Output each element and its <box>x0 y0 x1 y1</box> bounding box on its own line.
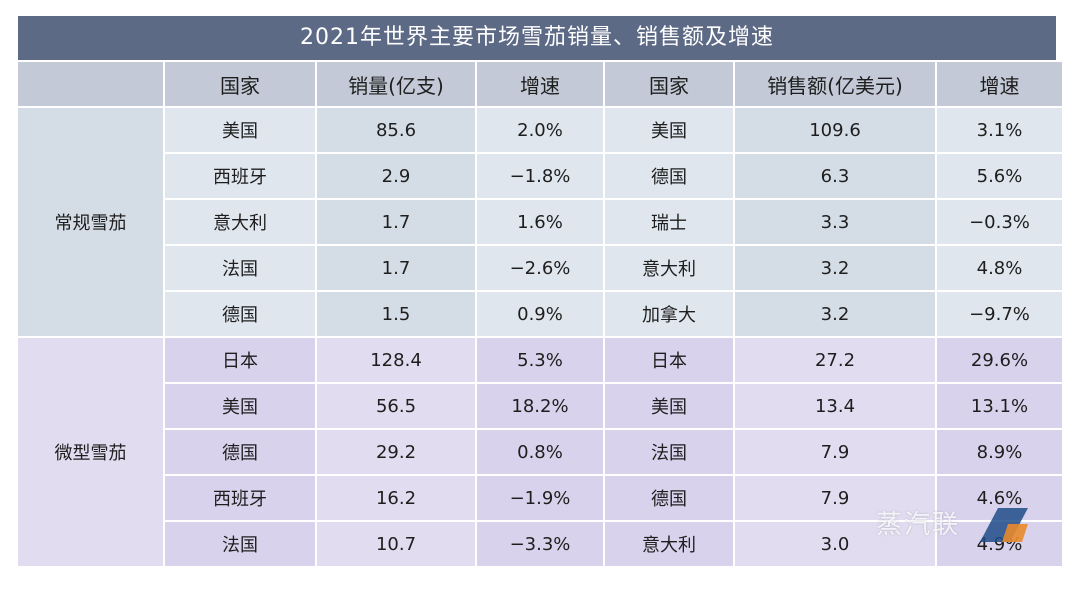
sales-cell: 7.9 <box>735 476 935 520</box>
volume-cell: 16.2 <box>317 476 475 520</box>
sales-growth-cell: 3.1% <box>937 108 1062 152</box>
header-cell-sales: 销售额(亿美元) <box>735 62 935 106</box>
table-row: 法国 1.7 −2.6% 意大利 3.2 4.8% <box>18 246 1062 290</box>
volume-cell: 1.7 <box>317 200 475 244</box>
country-sales-cell: 美国 <box>605 108 733 152</box>
sales-growth-cell: −0.3% <box>937 200 1062 244</box>
logo-mark-icon <box>980 508 1028 542</box>
header-cell-volume-growth: 增速 <box>477 62 603 106</box>
volume-growth-cell: −1.8% <box>477 154 603 198</box>
table-row: 美国 56.5 18.2% 美国 13.4 13.1% <box>18 384 1062 428</box>
country-volume-cell: 日本 <box>165 338 315 382</box>
volume-growth-cell: −1.9% <box>477 476 603 520</box>
volume-growth-cell: 0.8% <box>477 430 603 474</box>
sales-growth-cell: −9.7% <box>937 292 1062 336</box>
table-row: 微型雪茄 日本 128.4 5.3% 日本 27.2 29.6% <box>18 338 1062 566</box>
sales-cell: 109.6 <box>735 108 935 152</box>
sales-growth-cell: 4.8% <box>937 246 1062 290</box>
table-title: 2021年世界主要市场雪茄销量、销售额及增速 <box>18 16 1056 60</box>
country-sales-cell: 日本 <box>605 338 733 382</box>
volume-cell: 1.5 <box>317 292 475 336</box>
volume-cell: 85.6 <box>317 108 475 152</box>
table-row: 法国 10.7 −3.3% 意大利 3.0 4.9% <box>18 522 1062 566</box>
sales-growth-cell: 4.6% <box>937 476 1062 520</box>
country-sales-cell: 美国 <box>605 384 733 428</box>
header-row: 国家 销量(亿支) 增速 国家 销售额(亿美元) 增速 <box>18 62 1062 106</box>
volume-cell: 29.2 <box>317 430 475 474</box>
table-row: 意大利 1.7 1.6% 瑞士 3.3 −0.3% <box>18 200 1062 244</box>
watermark-text: 蒸汽联 <box>876 510 961 540</box>
volume-cell: 2.9 <box>317 154 475 198</box>
header-cell-country-sales: 国家 <box>605 62 733 106</box>
table-row: 西班牙 2.9 −1.8% 德国 6.3 5.6% <box>18 154 1062 198</box>
sales-cell: 3.3 <box>735 200 935 244</box>
country-volume-cell: 德国 <box>165 292 315 336</box>
group-label: 微型雪茄 <box>18 338 163 566</box>
volume-growth-cell: −3.3% <box>477 522 603 566</box>
volume-cell: 10.7 <box>317 522 475 566</box>
group-label: 常规雪茄 <box>18 108 163 336</box>
table-row: 德国 29.2 0.8% 法国 7.9 8.9% <box>18 430 1062 474</box>
country-volume-cell: 西班牙 <box>165 154 315 198</box>
volume-cell: 56.5 <box>317 384 475 428</box>
header-cell-blank <box>18 62 163 106</box>
table-row: 西班牙 16.2 −1.9% 德国 7.9 4.6% <box>18 476 1062 520</box>
sales-growth-cell: 8.9% <box>937 430 1062 474</box>
sales-cell: 6.3 <box>735 154 935 198</box>
volume-growth-cell: 5.3% <box>477 338 603 382</box>
country-sales-cell: 加拿大 <box>605 292 733 336</box>
sales-cell: 3.2 <box>735 246 935 290</box>
data-table: 国家 销量(亿支) 增速 国家 销售额(亿美元) 增速 常规雪茄 美国 85.6 2.… <box>16 60 1064 568</box>
country-volume-cell: 德国 <box>165 430 315 474</box>
sales-cell: 27.2 <box>735 338 935 382</box>
country-volume-cell: 法国 <box>165 522 315 566</box>
table-container: 2021年世界主要市场雪茄销量、销售额及增速 国家 销量(亿支) 增速 国家 销… <box>18 16 1062 568</box>
volume-growth-cell: 2.0% <box>477 108 603 152</box>
watermark: 蒸汽联 <box>876 494 1036 554</box>
country-sales-cell: 德国 <box>605 476 733 520</box>
sales-cell: 3.0 <box>735 522 935 566</box>
volume-growth-cell: 1.6% <box>477 200 603 244</box>
sales-growth-cell: 29.6% <box>937 338 1062 382</box>
country-volume-cell: 法国 <box>165 246 315 290</box>
country-volume-cell: 美国 <box>165 384 315 428</box>
volume-growth-cell: 18.2% <box>477 384 603 428</box>
table-row: 德国 1.5 0.9% 加拿大 3.2 −9.7% <box>18 292 1062 336</box>
header-cell-sales-growth: 增速 <box>937 62 1062 106</box>
country-volume-cell: 西班牙 <box>165 476 315 520</box>
sales-growth-cell: 13.1% <box>937 384 1062 428</box>
sales-cell: 7.9 <box>735 430 935 474</box>
country-volume-cell: 意大利 <box>165 200 315 244</box>
sales-cell: 13.4 <box>735 384 935 428</box>
header-cell-country-volume: 国家 <box>165 62 315 106</box>
country-sales-cell: 意大利 <box>605 522 733 566</box>
country-sales-cell: 德国 <box>605 154 733 198</box>
header-cell-volume: 销量(亿支) <box>317 62 475 106</box>
table-body: 常规雪茄 美国 85.6 2.0% 美国 109.6 3.1% 西班牙 2.9 −1.8% 德国 6.… <box>18 108 1062 566</box>
table-row: 常规雪茄 美国 85.6 2.0% 美国 109.6 3.1% <box>18 108 1062 336</box>
volume-growth-cell: 0.9% <box>477 292 603 336</box>
country-sales-cell: 意大利 <box>605 246 733 290</box>
country-volume-cell: 美国 <box>165 108 315 152</box>
sales-cell: 3.2 <box>735 292 935 336</box>
volume-cell: 1.7 <box>317 246 475 290</box>
country-sales-cell: 瑞士 <box>605 200 733 244</box>
sales-growth-cell: 5.6% <box>937 154 1062 198</box>
country-sales-cell: 法国 <box>605 430 733 474</box>
volume-growth-cell: −2.6% <box>477 246 603 290</box>
volume-cell: 128.4 <box>317 338 475 382</box>
